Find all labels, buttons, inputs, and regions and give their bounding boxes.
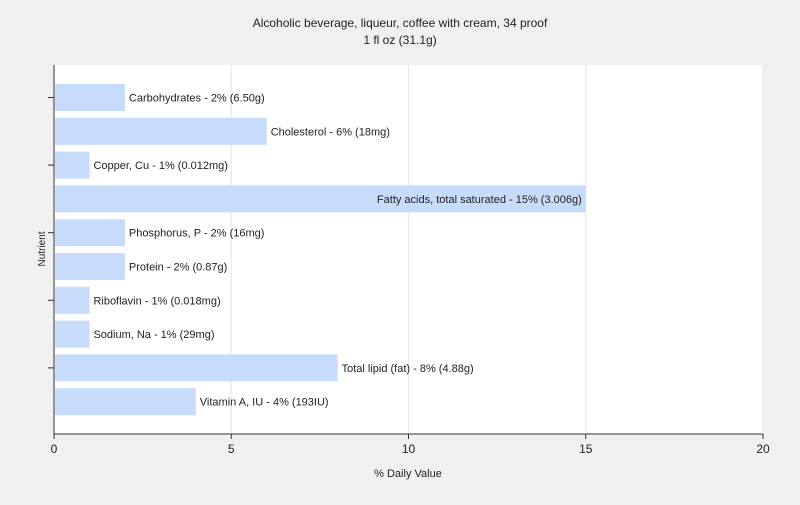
x-tick-label: 5 xyxy=(228,442,235,456)
bar-data-label: Sodium, Na - 1% (29mg) xyxy=(93,329,214,341)
bar xyxy=(55,320,90,348)
chart-title: Alcoholic beverage, liqueur, coffee with… xyxy=(253,16,548,30)
bar-data-label: Riboflavin - 1% (0.018mg) xyxy=(93,295,220,307)
bar xyxy=(55,286,90,314)
y-axis-title: Nutrient xyxy=(37,231,48,266)
bar xyxy=(55,388,196,416)
bar-data-label: Total lipid (fat) - 8% (4.88g) xyxy=(342,363,474,375)
bar xyxy=(55,185,586,213)
bar-data-label: Fatty acids, total saturated - 15% (3.00… xyxy=(377,194,582,206)
bar-data-label: Copper, Cu - 1% (0.012mg) xyxy=(93,160,228,172)
bar xyxy=(55,84,125,111)
x-tick-label: 10 xyxy=(402,442,416,456)
x-tick-label: 15 xyxy=(579,442,593,456)
bar xyxy=(55,117,267,145)
bar xyxy=(55,151,90,179)
bars: Carbohydrates - 2% (6.50g) Cholesterol - … xyxy=(55,84,586,416)
bar xyxy=(55,253,125,280)
bar-data-label: Protein - 2% (0.87g) xyxy=(129,262,227,274)
bar-data-label: Carbohydrates - 2% (6.50g) xyxy=(129,93,265,105)
bar xyxy=(55,219,125,247)
x-tick-label: 0 xyxy=(51,442,58,456)
x-axis-title: % Daily Value xyxy=(374,468,442,480)
bar-data-label: Phosphorus, P - 2% (16mg) xyxy=(129,228,265,240)
x-tick-label: 20 xyxy=(756,442,770,456)
bar xyxy=(55,354,338,382)
axes: 0 5 10 15 20 xyxy=(48,65,770,456)
chart-subtitle: 1 fl oz (31.1g) xyxy=(363,33,436,47)
bar-data-label: Cholesterol - 6% (18mg) xyxy=(271,126,390,138)
bar-data-label: Vitamin A, IU - 4% (193IU) xyxy=(200,397,329,409)
